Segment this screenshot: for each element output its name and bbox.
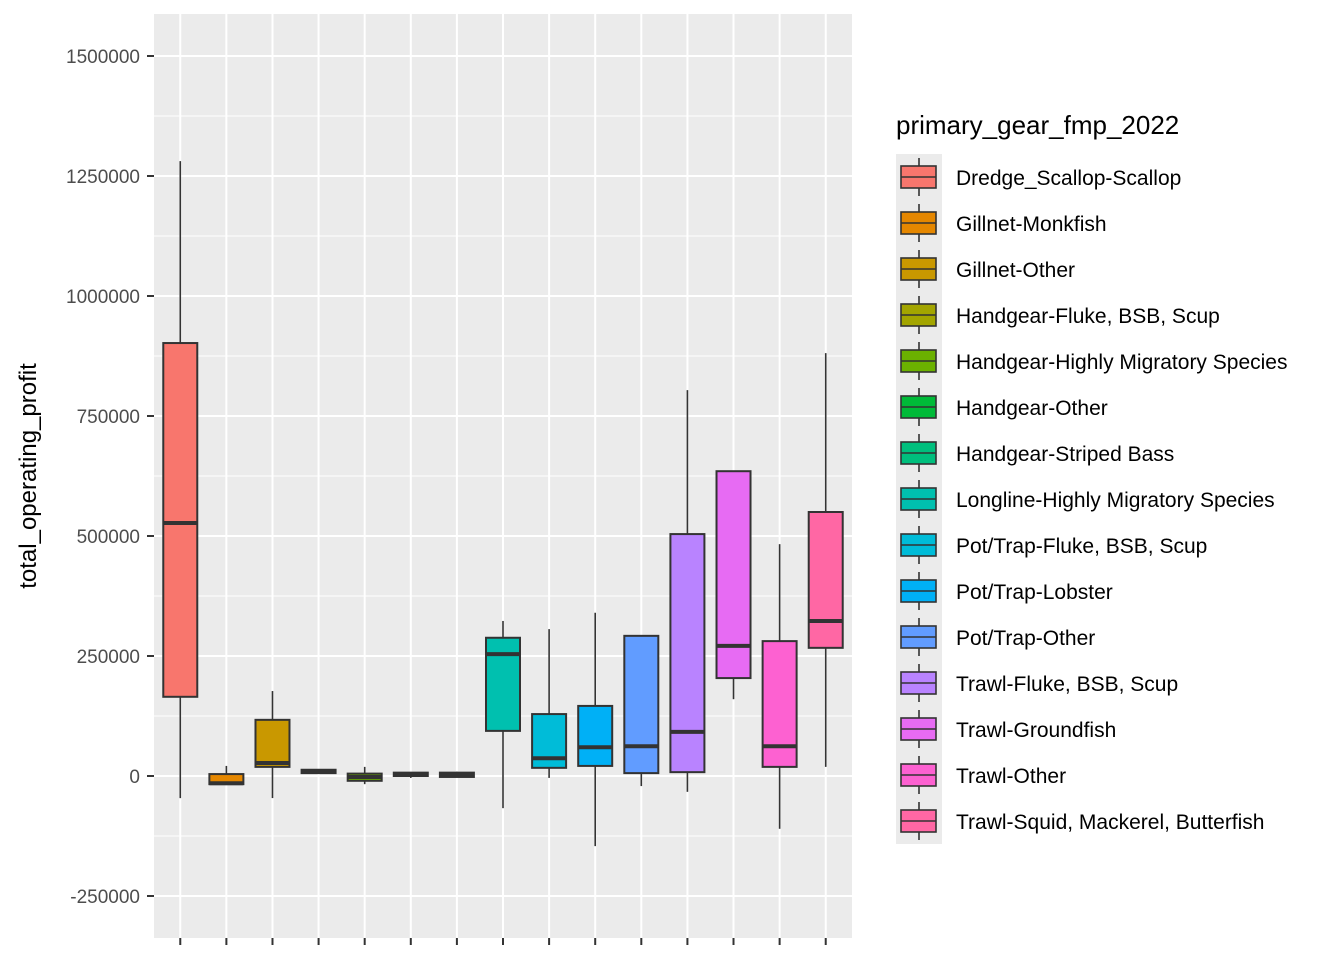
legend-label: Trawl-Fluke, BSB, Scup [956,673,1178,696]
box-series [162,161,844,847]
y-tick-label: 1250000 [66,167,140,188]
box-gillnet-monkfish [208,765,245,786]
y-tick-label: 750000 [77,407,140,428]
box-trawl-squid-mackerel-butterfish [807,353,844,767]
box-iqr [669,533,706,774]
legend-label: Dredge_Scallop-Scallop [956,167,1181,190]
legend-item: Pot/Trap-Other [900,618,1095,656]
legend-label: Pot/Trap-Other [956,627,1095,650]
box-pot-trap-lobster [577,612,614,847]
box-longline-highly-migratory-species [485,620,521,809]
y-tick-label: 1500000 [66,47,140,68]
legend-label: Handgear-Highly Migratory Species [956,351,1287,374]
legend-label: Handgear-Striped Bass [956,443,1174,466]
box-pot-trap-other [623,634,660,787]
legend-label: Gillnet-Monkfish [956,213,1107,236]
legend-label: Handgear-Fluke, BSB, Scup [956,305,1220,328]
legend-item: Trawl-Other [900,756,1066,794]
box-trawl-fluke-bsb-scup [669,390,706,792]
y-tick-label: 1000000 [66,287,140,308]
legend-item: Handgear-Fluke, BSB, Scup [900,296,1220,334]
box-iqr [577,704,614,767]
legend-item: Longline-Highly Migratory Species [900,480,1275,518]
y-tick-label: 0 [129,767,140,788]
legend-label: Pot/Trap-Lobster [956,581,1113,604]
box-handgear-highly-migratory-species [346,766,383,785]
legend-item: Handgear-Other [900,388,1108,426]
y-tick-label: 250000 [77,647,140,668]
box-handgear-other [392,771,429,778]
legend-item: Trawl-Squid, Mackerel, Butterfish [900,802,1265,840]
legend-item: Handgear-Highly Migratory Species [900,342,1287,380]
legend-label: Longline-Highly Migratory Species [956,489,1275,512]
legend-label: Trawl-Squid, Mackerel, Butterfish [956,811,1265,834]
y-axis-title: total_operating_profit [15,363,42,589]
box-iqr [162,342,199,698]
box-dredge-scallop-scallop [162,161,199,799]
legend-item: Trawl-Fluke, BSB, Scup [900,664,1178,702]
legend-item: Trawl-Groundfish [900,710,1116,748]
box-iqr [254,718,291,768]
y-axis: -250000 0 250000 500000 750000 1000000 1250000… [66,47,827,945]
box-iqr [807,511,844,649]
box-handgear-fluke-bsb-scup [300,768,337,775]
legend-item: Gillnet-Monkfish [900,204,1107,242]
box-pot-trap-fluke-bsb-scup [531,629,568,778]
y-tick-label: -250000 [70,887,140,908]
legend-label: Handgear-Other [956,397,1108,420]
box-handgear-striped-bass [438,771,475,778]
box-iqr [715,470,752,680]
legend-label: Trawl-Other [956,765,1066,788]
box-iqr [485,636,521,732]
legend-title: primary_gear_fmp_2022 [896,110,1179,140]
legend-item: Dredge_Scallop-Scallop [900,158,1181,196]
legend-item: Handgear-Striped Bass [900,434,1174,472]
legend-item: Pot/Trap-Fluke, BSB, Scup [900,526,1207,564]
box-gillnet-other [254,691,291,799]
y-tick-label: 500000 [77,527,140,548]
box-iqr [623,634,660,775]
legend-item: Gillnet-Other [900,250,1075,288]
box-trawl-groundfish [715,470,752,700]
legend-items: Dredge_Scallop-Scallop Gillnet-Monkfish Gi… [900,158,1287,840]
legend-item: Pot/Trap-Lobster [900,572,1113,610]
box-trawl-other [761,544,798,829]
legend-label: Pot/Trap-Fluke, BSB, Scup [956,535,1207,558]
legend-label: Gillnet-Other [956,259,1075,282]
legend: primary_gear_fmp_2022 Dredge_Scallop-Sca… [896,110,1287,844]
legend-label: Trawl-Groundfish [956,719,1116,742]
